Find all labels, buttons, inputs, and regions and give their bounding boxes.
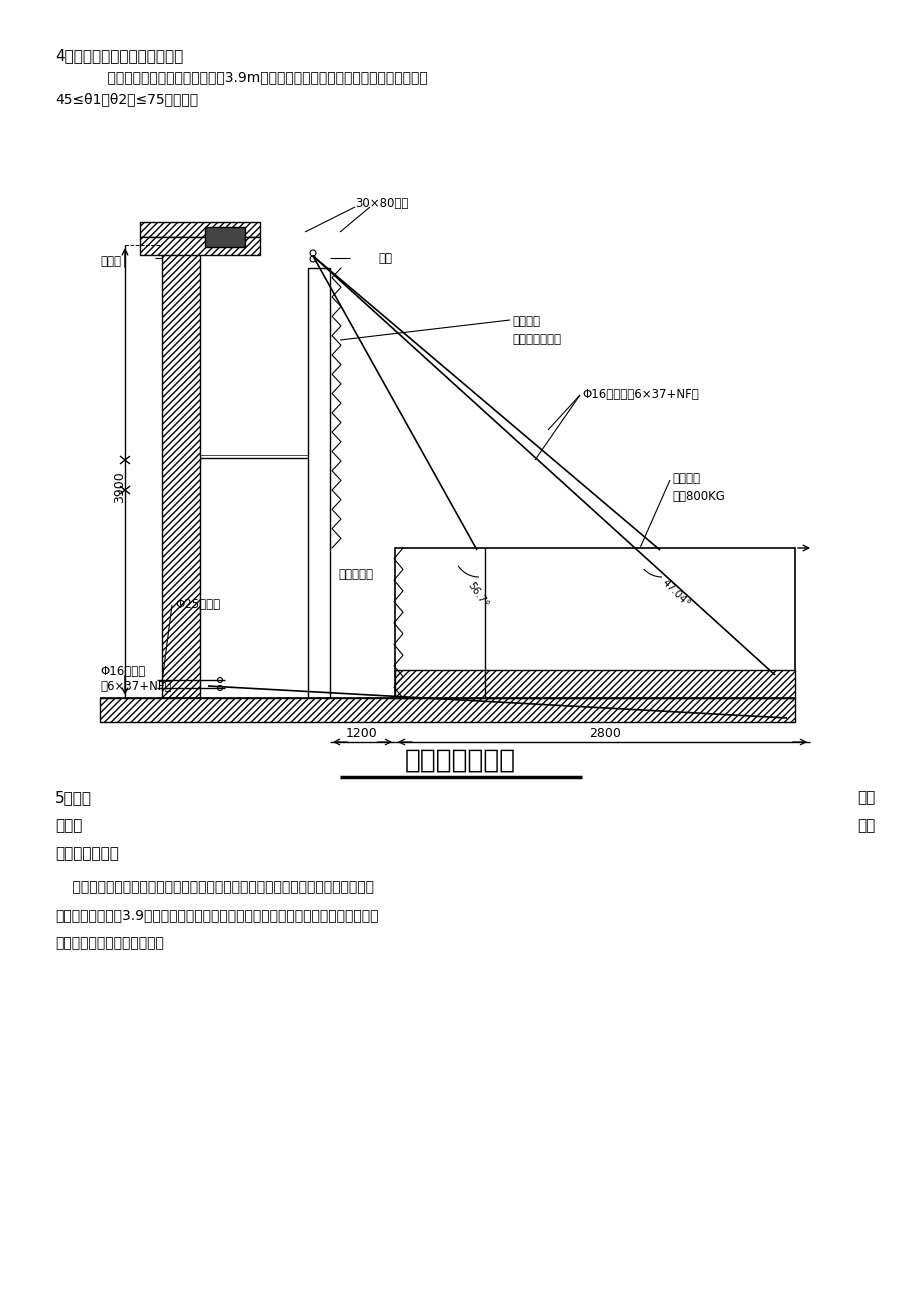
Text: 卸料平台: 卸料平台 — [671, 473, 699, 486]
Text: 30×80木枹: 30×80木枹 — [355, 197, 408, 210]
Bar — [140, 223, 260, 237]
Bar — [205, 227, 244, 247]
Text: 限载800KG: 限载800KG — [671, 490, 724, 503]
Text: 外防护架: 外防护架 — [512, 315, 539, 328]
Text: 卸料平台侧面图: 卸料平台侧面图 — [404, 749, 515, 773]
Text: 3900: 3900 — [113, 471, 127, 503]
Bar — [162, 245, 199, 698]
Circle shape — [217, 677, 222, 682]
Bar — [100, 698, 794, 723]
Text: 5、商业: 5、商业 — [55, 790, 92, 805]
Text: 绳卡: 绳卡 — [378, 253, 391, 266]
Text: 45≤θ1（θ2）≤75的要求。: 45≤θ1（θ2）≤75的要求。 — [55, 92, 198, 105]
Text: 1200: 1200 — [346, 727, 378, 740]
Text: Φ16鑉丝绳《6×37+NF》: Φ16鑉丝绳《6×37+NF》 — [582, 388, 698, 401]
Text: 56.7°: 56.7° — [465, 579, 490, 609]
Text: 平台安装示意图: 平台安装示意图 — [55, 846, 119, 861]
Text: Φ25短钙筋: Φ25短钙筋 — [175, 598, 220, 611]
Text: 4、地下室卸料平台安装示意图: 4、地下室卸料平台安装示意图 — [55, 48, 183, 62]
Text: 满铺脚手板: 满铺脚手板 — [337, 568, 372, 581]
Text: 裙楼: 裙楼 — [857, 790, 874, 805]
Bar — [140, 237, 260, 255]
Text: 地下室负二、负一层结构层高为3.9m，钉丝绳在梁边斜拉平台时夹角满足规范要求: 地下室负二、负一层结构层高为3.9m，钉丝绳在梁边斜拉平台时夹角满足规范要求 — [90, 70, 427, 85]
Text: Φ16鑉丝绳: Φ16鑉丝绳 — [100, 665, 145, 678]
Circle shape — [217, 685, 222, 690]
Circle shape — [310, 256, 315, 262]
Text: 双钙管: 双钙管 — [100, 255, 121, 268]
Text: 47.04°: 47.04° — [659, 577, 691, 609]
Bar — [308, 268, 330, 698]
Text: 安装孔时，保持扉3.9米的楼层高度时鑉丝绳的角度不变，将鑉丝绳加长，将洞口预留: 安装孔时，保持扉3.9米的楼层高度时鑉丝绳的角度不变，将鑉丝绳加长，将洞口预留 — [55, 907, 378, 922]
Bar — [394, 548, 794, 698]
Text: 地下室: 地下室 — [55, 818, 83, 833]
Text: 在楼层内楼板上，详见下图：: 在楼层内楼板上，详见下图： — [55, 936, 164, 950]
Text: 2800: 2800 — [588, 727, 620, 740]
Text: 因商业裙房楼层高度较高，沿结构梁边拉结钙钙丝绳其角度不满足要求时；在预留: 因商业裙房楼层高度较高，沿结构梁边拉结钙钙丝绳其角度不满足要求时；在预留 — [55, 880, 374, 894]
Text: 《6×37+NF》: 《6×37+NF》 — [100, 680, 171, 693]
Bar — [394, 671, 794, 698]
Circle shape — [310, 250, 315, 256]
Text: 外挂密目安全网: 外挂密目安全网 — [512, 333, 561, 346]
Text: 卸料: 卸料 — [857, 818, 874, 833]
